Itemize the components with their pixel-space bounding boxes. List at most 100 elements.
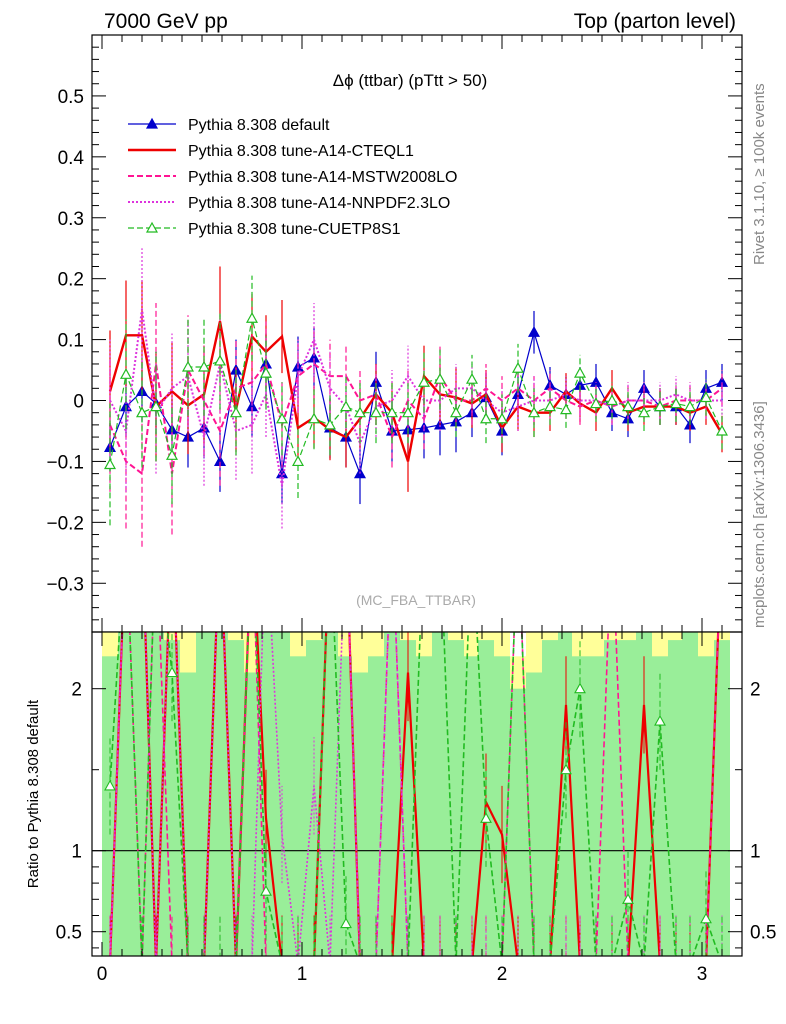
y-tick-label: 0.1 xyxy=(58,331,84,352)
ratio-point xyxy=(260,885,272,896)
ratio-axes: 0.5 0.5 1 1 2 2 0 1 2 3 xyxy=(56,632,776,985)
ratio-point xyxy=(104,779,116,791)
ratio-y-tick-label: 1 xyxy=(71,842,82,863)
data-point xyxy=(621,400,635,412)
y-tick-label: 0.3 xyxy=(58,209,84,230)
ratio-line xyxy=(109,632,409,956)
data-point xyxy=(699,391,713,403)
data-point xyxy=(245,312,259,323)
data-point xyxy=(307,412,321,424)
ratio-y-tick-label: 0.5 xyxy=(56,923,82,944)
band-inner-bin xyxy=(652,656,668,956)
ratio-point xyxy=(419,522,429,531)
data-point xyxy=(433,372,447,384)
data-point xyxy=(229,406,243,418)
data-point xyxy=(479,412,493,424)
legend-label: Pythia 8.308 tune-CUETP8S1 xyxy=(188,221,401,238)
ratio-point xyxy=(309,959,319,968)
ratio-point xyxy=(371,959,381,968)
data-point xyxy=(385,406,399,418)
data-point xyxy=(369,406,383,418)
data-point xyxy=(449,406,463,418)
ratio-y-tick-label-right: 0.5 xyxy=(750,923,776,944)
x-tick-label: 0 xyxy=(97,964,108,985)
ratio-point xyxy=(199,959,209,968)
y-tick-label: −0.3 xyxy=(46,574,84,595)
chart-title: Δϕ (ttbar) (pTtt > 50) xyxy=(333,71,488,90)
ratio-line xyxy=(109,632,720,956)
ratio-plot-frame xyxy=(91,631,743,957)
data-point xyxy=(181,360,195,372)
band-inner-bin xyxy=(118,632,134,956)
ratio-point xyxy=(137,959,147,968)
legend-entry-default: Pythia 8.308 default xyxy=(128,117,330,134)
ratio-point xyxy=(277,959,287,968)
y-tick-label: −0.1 xyxy=(46,452,84,473)
data-point xyxy=(197,360,211,372)
y-tick-label: −0.2 xyxy=(46,513,84,534)
data-point xyxy=(465,372,479,384)
ratio-point xyxy=(622,893,634,904)
band-inner-bin xyxy=(526,672,542,956)
ratio-point xyxy=(215,959,225,968)
ratio-point xyxy=(355,959,365,968)
legend: Pythia 8.308 default Pythia 8.308 tune-A1… xyxy=(128,117,457,238)
ratio-plot-area xyxy=(92,522,742,968)
band-inner-bin xyxy=(668,640,684,956)
legend-entry-cuetp: Pythia 8.308 tune-CUETP8S1 xyxy=(128,221,401,238)
ratio-point xyxy=(435,522,445,531)
data-point xyxy=(213,354,227,366)
ratio-point xyxy=(513,522,523,531)
ratio-point xyxy=(639,959,649,968)
data-point xyxy=(291,455,305,467)
ratio-point xyxy=(340,917,352,929)
data-point xyxy=(683,400,697,412)
main-axes: −0.3 −0.2 −0.1 0 0.1 0.2 0.3 0.4 0.5 xyxy=(46,35,742,633)
ratio-y-axis-label: Ratio to Pythia 8.308 default xyxy=(25,699,42,888)
data-point xyxy=(275,412,289,424)
y-tick-label: 0.4 xyxy=(58,148,85,169)
data-point xyxy=(259,366,273,378)
ratio-point xyxy=(607,959,617,968)
ratio-point xyxy=(685,959,695,968)
legend-label: Pythia 8.308 tune-A14-CTEQL1 xyxy=(188,143,414,160)
rivet-label: Rivet 3.1.10, ≥ 100k events xyxy=(751,83,768,265)
ratio-point xyxy=(231,959,241,968)
data-point xyxy=(605,394,619,406)
band-inner-bin xyxy=(290,656,306,956)
data-point xyxy=(417,375,431,387)
data-point xyxy=(119,368,133,379)
ratio-point xyxy=(387,959,397,968)
ratio-point xyxy=(591,959,601,968)
legend-entry-nnpdf: Pythia 8.308 tune-A14-NNPDF2.3LO xyxy=(128,195,450,212)
data-point xyxy=(527,326,541,337)
legend-label: Pythia 8.308 tune-A14-MSTW2008LO xyxy=(188,169,457,186)
band-inner-bin xyxy=(682,632,698,956)
ratio-point xyxy=(467,522,477,531)
band-inner-bin xyxy=(244,672,260,956)
data-point xyxy=(401,406,415,418)
band-inner-bin xyxy=(558,632,574,956)
legend-entry-cteql1: Pythia 8.308 tune-A14-CTEQL1 xyxy=(128,143,414,160)
band-inner-bin xyxy=(714,640,730,956)
data-point xyxy=(495,412,509,424)
ratio-series-cuetp xyxy=(104,522,727,968)
ratio-point xyxy=(451,959,461,968)
data-point xyxy=(323,418,337,430)
band-inner-bin xyxy=(212,632,228,956)
band-inner-bin xyxy=(464,656,480,956)
data-point xyxy=(353,406,367,418)
data-point xyxy=(559,403,573,415)
band-inner-bin xyxy=(338,656,354,956)
header-right-text: Top (parton level) xyxy=(574,10,736,33)
x-tick-label: 3 xyxy=(697,964,708,985)
ratio-point xyxy=(717,959,727,968)
band-inner-bin xyxy=(164,640,180,956)
band-inner-bin xyxy=(604,640,620,956)
data-point xyxy=(653,400,667,412)
data-point xyxy=(527,406,541,418)
legend-label: Pythia 8.308 default xyxy=(188,117,330,134)
ratio-point xyxy=(166,666,178,678)
band-inner-bin xyxy=(432,632,448,956)
